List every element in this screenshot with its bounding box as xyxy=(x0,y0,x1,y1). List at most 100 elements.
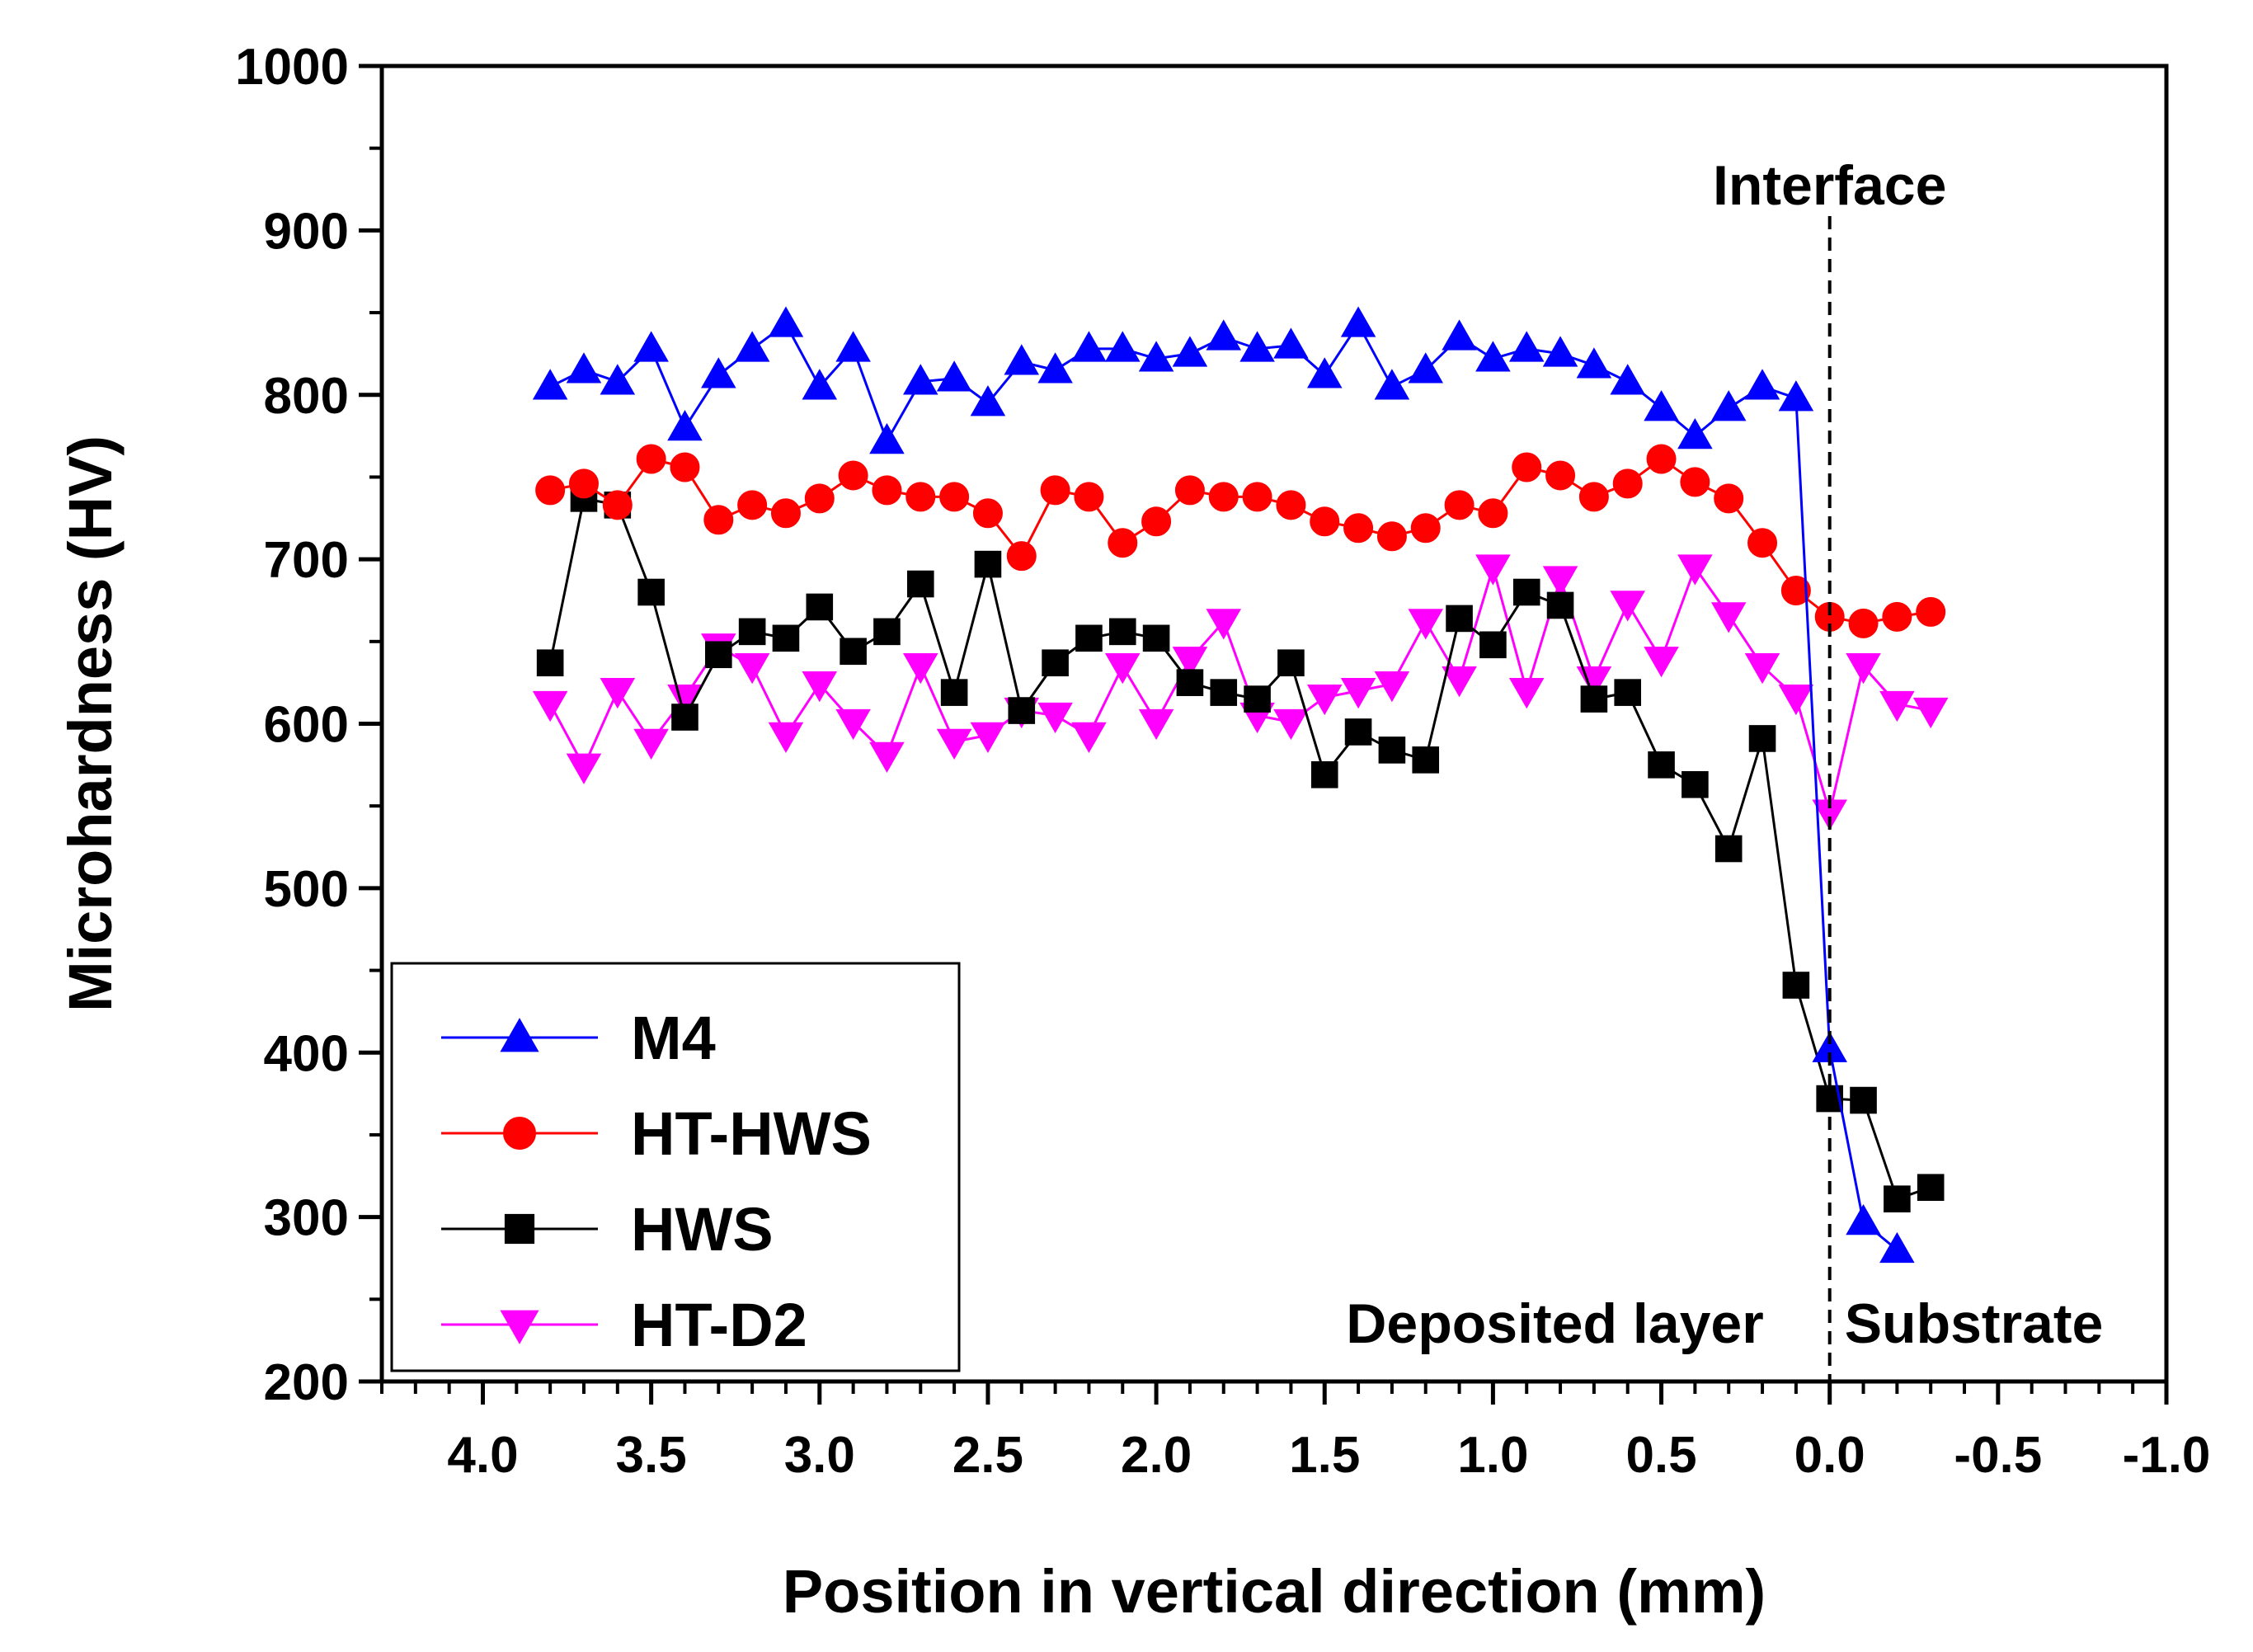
y-axis-ticks: 200 300 400 500 600 700 800 900 1000 xyxy=(235,39,382,1411)
data-point-hws xyxy=(1277,649,1305,677)
data-point-m4 xyxy=(1104,331,1141,362)
data-point-m4 xyxy=(835,331,871,362)
data-point-m4 xyxy=(667,410,703,441)
data-point-hws xyxy=(1782,972,1810,999)
data-point-ht-d2 xyxy=(1138,708,1174,741)
data-point-ht-hws xyxy=(1242,482,1272,512)
data-point-ht-hws xyxy=(1545,460,1576,491)
legend-marker xyxy=(500,1310,539,1344)
data-point-hws xyxy=(1108,618,1136,646)
legend-item-ht-hws: HT-HWS xyxy=(441,1099,872,1168)
data-point-ht-hws xyxy=(703,505,734,535)
x-tick-label: -0.5 xyxy=(1954,1427,2042,1484)
data-point-hws xyxy=(906,570,934,598)
x-tick-label: 1.5 xyxy=(1289,1427,1360,1484)
data-point-ht-d2 xyxy=(1172,647,1208,678)
data-point-ht-hws xyxy=(1780,576,1811,606)
y-tick-label: 200 xyxy=(264,1354,349,1411)
data-point-hws xyxy=(806,593,834,621)
y-tick-label: 900 xyxy=(264,203,349,260)
data-point-hws xyxy=(1614,679,1642,706)
data-point-m4 xyxy=(566,352,602,384)
data-point-ht-hws xyxy=(1310,506,1340,537)
x-tick-label: 3.0 xyxy=(784,1427,855,1484)
data-point-hws xyxy=(1850,1086,1877,1114)
data-point-ht-hws xyxy=(1040,475,1070,506)
y-tick-label: 300 xyxy=(264,1190,349,1247)
data-point-m4 xyxy=(1071,331,1107,362)
data-point-ht-hws xyxy=(1208,482,1239,512)
data-point-ht-hws xyxy=(1882,601,1912,632)
data-point-m4 xyxy=(701,357,736,388)
data-point-m4 xyxy=(1508,331,1545,362)
data-point-m4 xyxy=(1138,341,1174,372)
data-point-ht-d2 xyxy=(1273,708,1309,741)
data-point-m4 xyxy=(1710,390,1747,421)
data-point-ht-d2 xyxy=(835,708,871,741)
data-point-ht-hws xyxy=(602,490,633,520)
data-point-hws xyxy=(1748,725,1776,752)
y-tick-label: 400 xyxy=(264,1025,349,1082)
data-point-ht-d2 xyxy=(1442,666,1477,698)
data-point-ht-d2 xyxy=(903,653,938,685)
data-point-m4 xyxy=(869,423,905,454)
data-point-hws xyxy=(738,618,766,646)
substrate-annotation: Substrate xyxy=(1845,1292,2104,1355)
data-point-hws xyxy=(705,641,732,669)
data-point-m4 xyxy=(802,369,838,400)
x-axis-title: Position in vertical direction (mm) xyxy=(783,1557,1766,1626)
legend-marker xyxy=(500,1018,539,1052)
data-point-hws xyxy=(1176,669,1204,696)
legend-marker xyxy=(504,1213,535,1245)
x-tick-label: -1.0 xyxy=(2123,1427,2211,1484)
data-point-ht-hws xyxy=(1848,608,1879,638)
data-point-hws xyxy=(637,578,665,606)
data-point-ht-d2 xyxy=(802,671,838,703)
data-point-ht-d2 xyxy=(1912,697,1949,729)
data-point-m4 xyxy=(1037,352,1073,384)
data-point-ht-d2 xyxy=(600,677,636,709)
y-tick-label: 600 xyxy=(264,697,349,754)
data-point-hws xyxy=(1042,649,1069,677)
y-tick-label: 800 xyxy=(264,368,349,425)
data-point-ht-d2 xyxy=(1644,647,1679,678)
data-point-ht-d2 xyxy=(1744,653,1780,685)
data-point-hws xyxy=(1344,718,1372,746)
data-point-ht-hws xyxy=(972,498,1003,529)
data-point-hws xyxy=(671,704,698,731)
data-point-m4 xyxy=(1306,357,1343,388)
data-point-ht-hws xyxy=(1680,467,1710,497)
data-point-ht-hws xyxy=(1108,528,1138,558)
data-point-m4 xyxy=(532,369,568,400)
data-point-hws xyxy=(1682,770,1709,798)
legend-item-hws: HWS xyxy=(441,1195,774,1264)
data-point-hws xyxy=(772,624,800,652)
series-m4 xyxy=(532,306,1915,1264)
data-point-ht-hws xyxy=(1916,596,1946,627)
data-point-ht-d2 xyxy=(1340,677,1376,709)
data-point-ht-hws xyxy=(670,452,700,482)
legend-label: HT-D2 xyxy=(631,1291,807,1359)
data-point-ht-d2 xyxy=(1778,684,1814,716)
data-point-m4 xyxy=(1239,331,1275,362)
data-point-ht-hws xyxy=(905,482,936,512)
data-point-m4 xyxy=(1576,347,1612,379)
data-point-m4 xyxy=(1374,369,1410,400)
data-point-ht-d2 xyxy=(734,653,770,685)
data-point-hws xyxy=(1412,746,1440,774)
data-point-m4 xyxy=(970,385,1006,417)
data-point-hws xyxy=(1917,1174,1945,1202)
legend-label: HWS xyxy=(631,1195,774,1264)
data-point-ht-hws xyxy=(838,460,868,491)
data-point-m4 xyxy=(1744,369,1780,400)
legend-box xyxy=(390,962,961,1372)
data-point-ht-hws xyxy=(804,483,835,514)
data-point-ht-hws xyxy=(1376,521,1407,552)
data-point-m4 xyxy=(1677,418,1713,449)
data-point-hws xyxy=(1378,737,1406,764)
legend-label: HT-HWS xyxy=(631,1099,872,1168)
data-point-hws xyxy=(1580,685,1608,713)
data-point-m4 xyxy=(936,360,972,392)
